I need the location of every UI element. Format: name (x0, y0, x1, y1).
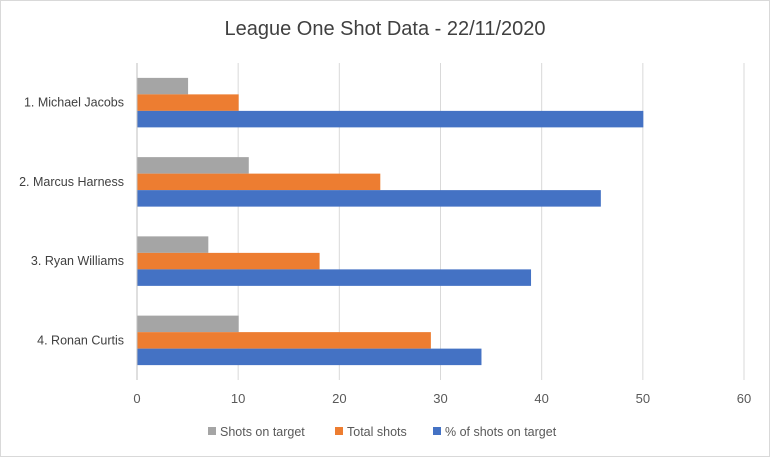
legend-label: % of shots on target (445, 425, 557, 439)
bar-of-shots-on-target (137, 348, 482, 366)
y-category-label: 2. Marcus Harness (19, 175, 124, 189)
x-tick-label: 60 (737, 391, 751, 406)
bar-total-shots (137, 252, 320, 270)
legend-swatch (335, 427, 343, 435)
bar-shots-on-target (137, 157, 249, 174)
x-tick-label: 10 (231, 391, 245, 406)
bar-total-shots (137, 173, 381, 191)
x-tick-label: 40 (534, 391, 548, 406)
legend-swatch (208, 427, 216, 435)
bar-shots-on-target (137, 315, 239, 333)
x-tick-label: 50 (636, 391, 650, 406)
x-tick-label: 0 (133, 391, 140, 406)
y-category-label: 3. Ryan Williams (31, 254, 124, 268)
bar-of-shots-on-target (137, 190, 601, 207)
bar-of-shots-on-target (137, 110, 644, 128)
legend-swatch (433, 427, 441, 435)
y-category-label: 1. Michael Jacobs (24, 96, 124, 110)
bar-total-shots (137, 94, 239, 111)
x-tick-label: 20 (332, 391, 346, 406)
bar-shots-on-target (137, 77, 189, 95)
y-category-label: 4. Ronan Curtis (37, 333, 124, 347)
legend-label: Shots on target (220, 425, 305, 439)
bar-total-shots (137, 332, 431, 349)
x-tick-label: 30 (433, 391, 447, 406)
bar-of-shots-on-target (137, 269, 532, 286)
bar-shots-on-target (137, 236, 209, 253)
chart-title: League One Shot Data - 22/11/2020 (225, 18, 546, 40)
legend-label: Total shots (347, 425, 407, 439)
